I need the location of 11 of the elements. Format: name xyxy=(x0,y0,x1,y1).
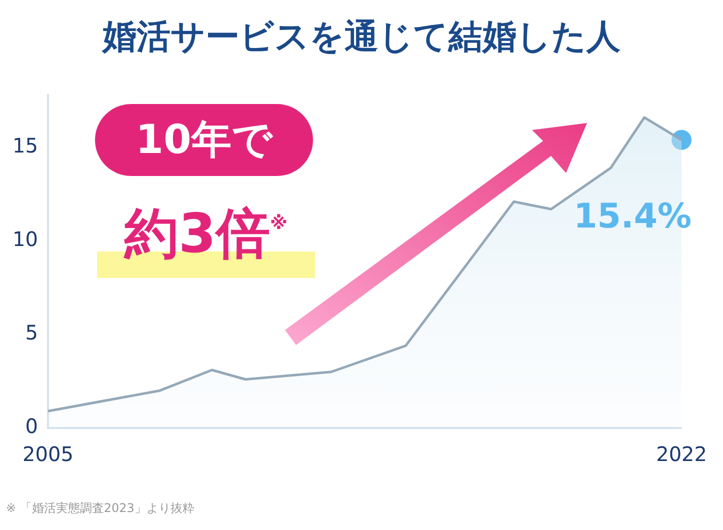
x-tick-label: 2022 xyxy=(656,442,708,466)
y-tick-label: 5 xyxy=(25,320,38,345)
data-label: 15.4% xyxy=(574,196,692,237)
y-tick-label: 10 xyxy=(12,227,38,252)
chart-title: 婚活サービスを通じて結婚した人 xyxy=(100,16,622,59)
y-tick-label: 0 xyxy=(25,414,38,438)
annotation: 約3倍$^{※}$ xyxy=(97,190,315,278)
x-tick-label: 2005 xyxy=(22,442,74,466)
annotation: 10年で xyxy=(95,104,313,176)
text: ※ 「婚活実態調査2023」より抜粋 xyxy=(6,500,194,517)
y-tick-label: 15 xyxy=(12,134,38,158)
